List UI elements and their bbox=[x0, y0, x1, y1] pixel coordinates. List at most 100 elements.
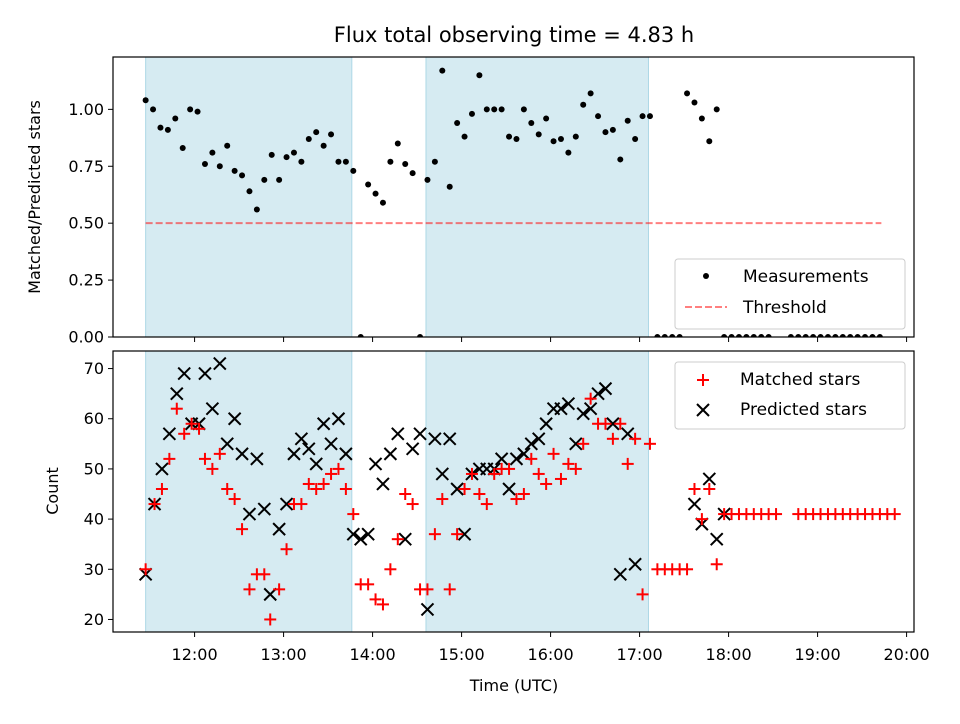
y-tick-label: 70 bbox=[84, 359, 104, 378]
measurement-point bbox=[832, 334, 839, 337]
measurement-point bbox=[713, 106, 720, 113]
measurement-point bbox=[157, 124, 164, 131]
measurement-point bbox=[691, 99, 698, 106]
measurement-point bbox=[802, 334, 809, 337]
legend-measurements-label: Measurements bbox=[743, 267, 869, 287]
shaded-interval-0 bbox=[145, 57, 353, 337]
measurement-point bbox=[543, 115, 550, 122]
legend-predicted-marker bbox=[696, 403, 710, 417]
chart-title: Flux total observing time = 4.83 h bbox=[334, 23, 694, 47]
predicted-star-point-b bbox=[405, 442, 420, 456]
matched-star-point bbox=[185, 417, 198, 430]
predicted-star-point-b bbox=[316, 417, 331, 431]
matched-star-point bbox=[525, 452, 538, 465]
measurement-point bbox=[639, 113, 646, 120]
predicted-star-point-b bbox=[287, 447, 301, 461]
predicted-star-point-b bbox=[494, 452, 509, 466]
predicted-star-point bbox=[428, 432, 442, 446]
measurement-point bbox=[283, 154, 290, 161]
measurement-point bbox=[535, 131, 542, 138]
predicted-star-point bbox=[598, 381, 613, 396]
predicted-star-point-b bbox=[263, 587, 277, 602]
matched-star-point bbox=[695, 513, 708, 526]
matched-star-point bbox=[614, 417, 627, 430]
predicted-star-point bbox=[687, 497, 702, 511]
predicted-star-point bbox=[346, 527, 361, 541]
y-tick-label: 1.00 bbox=[68, 100, 104, 119]
legend-threshold-label: Threshold bbox=[742, 298, 827, 318]
predicted-star-point bbox=[398, 532, 412, 546]
predicted-star-point bbox=[339, 447, 353, 461]
predicted-star-point bbox=[155, 462, 169, 476]
matched-star-point bbox=[599, 417, 612, 430]
predicted-star-point bbox=[177, 366, 191, 381]
predicted-star-point-b bbox=[376, 477, 390, 491]
matched-star-point bbox=[643, 437, 656, 450]
measurement-point bbox=[735, 334, 742, 337]
x-tick-label: 13:00 bbox=[261, 645, 307, 664]
measurement-point bbox=[253, 206, 260, 213]
measurement-point bbox=[550, 138, 557, 145]
legend-predicted-label: Predicted stars bbox=[740, 400, 867, 420]
x-axis-label: Time (UTC) bbox=[469, 676, 558, 695]
measurement-point bbox=[187, 106, 194, 113]
measurement-point bbox=[179, 145, 186, 152]
matched-star-point bbox=[332, 462, 345, 475]
measurement-point bbox=[506, 133, 513, 140]
predicted-star-point bbox=[628, 557, 642, 571]
predicted-star-point-b bbox=[621, 427, 635, 441]
measurement-point bbox=[276, 176, 283, 183]
predicted-star-point-b bbox=[687, 497, 702, 511]
matched-star-point bbox=[213, 447, 226, 460]
measurement-point bbox=[698, 115, 705, 122]
measurement-point bbox=[417, 334, 424, 337]
measurement-point bbox=[268, 151, 275, 158]
matched-star-point bbox=[339, 482, 352, 495]
matched-star-point bbox=[178, 427, 191, 440]
measurement-point bbox=[409, 170, 416, 177]
measurement-point bbox=[335, 158, 342, 165]
matched-star-point bbox=[577, 437, 590, 450]
matched-star-point bbox=[236, 523, 249, 536]
x-tick-label: 12:00 bbox=[172, 645, 218, 664]
matched-star-point bbox=[569, 462, 582, 475]
predicted-star-point-b bbox=[524, 437, 539, 451]
predicted-star-point bbox=[443, 432, 457, 446]
predicted-star-point bbox=[532, 432, 546, 446]
matched-star-point bbox=[155, 482, 168, 495]
predicted-star-point bbox=[405, 442, 420, 456]
matched-star-point bbox=[317, 477, 330, 490]
predicted-star-point-b bbox=[450, 482, 464, 496]
measurement-point bbox=[580, 101, 587, 108]
x-tick-label: 17:00 bbox=[617, 645, 663, 664]
predicted-star-point-b bbox=[331, 412, 346, 426]
predicted-star-point-b bbox=[213, 356, 227, 371]
matched-star-point bbox=[532, 467, 545, 480]
matched-star-point bbox=[636, 588, 649, 601]
measurement-point bbox=[483, 106, 490, 113]
matched-star-point bbox=[369, 593, 382, 606]
measurement-point bbox=[765, 334, 772, 337]
predicted-star-point-b bbox=[606, 417, 620, 431]
measurement-point bbox=[669, 334, 676, 337]
predicted-star-point bbox=[170, 386, 184, 401]
matched-star-point bbox=[193, 422, 206, 435]
predicted-star-point bbox=[613, 567, 628, 582]
predicted-star-point-b bbox=[361, 527, 375, 541]
measurement-point bbox=[172, 115, 179, 122]
matched-star-point bbox=[362, 578, 375, 591]
measurement-point bbox=[231, 167, 238, 174]
matched-star-point bbox=[170, 402, 183, 415]
measurement-point bbox=[320, 142, 327, 149]
predicted-star-point-b bbox=[509, 452, 524, 466]
matched-star-point bbox=[280, 543, 293, 556]
measurement-point bbox=[513, 135, 520, 142]
measurement-point bbox=[201, 160, 208, 167]
predicted-star-point bbox=[316, 417, 331, 431]
measurement-point bbox=[164, 126, 171, 133]
predicted-star-point bbox=[227, 412, 242, 426]
measurement-point bbox=[491, 106, 498, 113]
matched-star-point bbox=[295, 498, 308, 511]
measurement-point bbox=[839, 334, 846, 337]
